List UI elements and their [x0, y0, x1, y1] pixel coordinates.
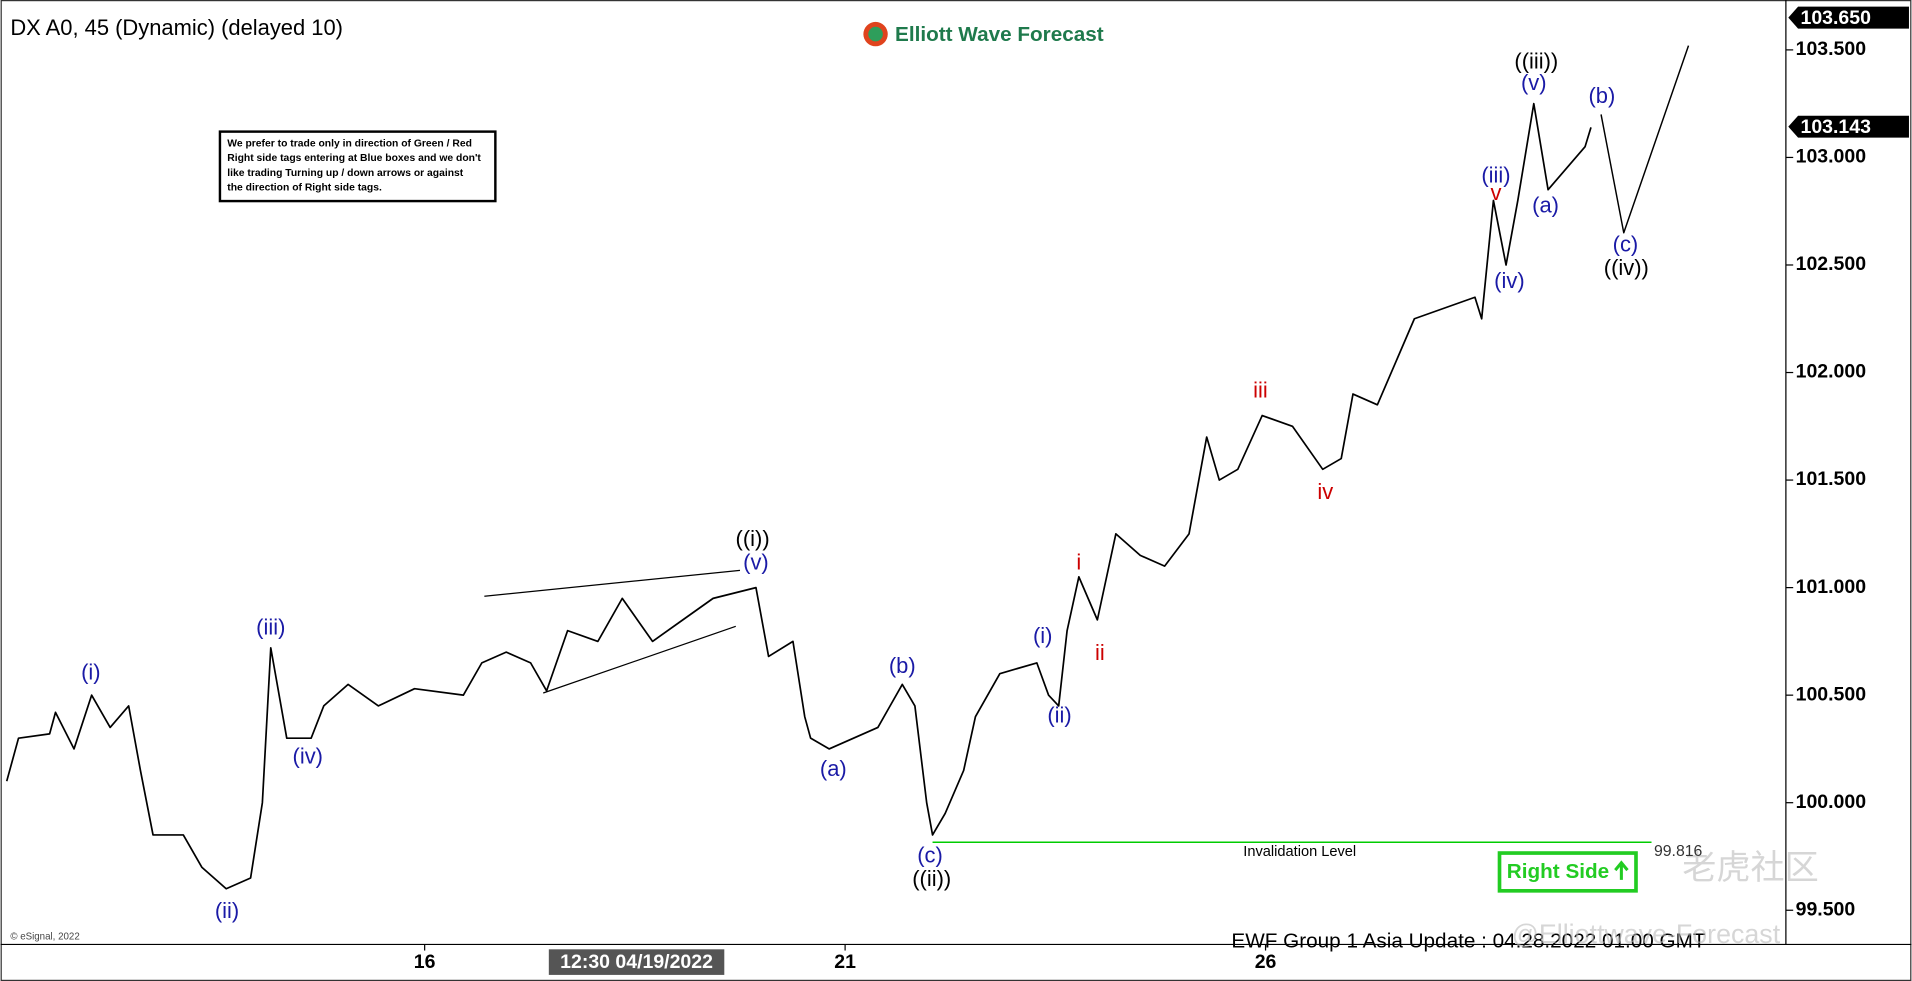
copyright: © eSignal, 2022 — [10, 932, 79, 943]
wave-label: (a) — [1532, 193, 1559, 218]
wave-label: (iv) — [1494, 268, 1524, 293]
y-tick-label: 100.000 — [1796, 791, 1867, 813]
wave-label: iii — [1253, 378, 1268, 403]
y-tick-label: 103.500 — [1796, 38, 1867, 60]
footer: EWF Group 1 Asia Update : 04.28.2022 01.… — [1231, 929, 1705, 952]
logo-icon-inner — [868, 26, 883, 42]
watermark: @Elliottwave-Forecast — [1512, 919, 1781, 949]
x-tick-label: 21 — [834, 951, 856, 973]
wave-label: (v) — [743, 550, 769, 575]
right-side-arrow — [1614, 860, 1629, 880]
invalidation-label: Invalidation Level — [1243, 844, 1356, 860]
wave-label: iv — [1317, 479, 1333, 504]
invalidation-value: 99.816 — [1654, 843, 1703, 860]
note-line: Right side tags entering at Blue boxes a… — [227, 153, 481, 164]
note-line: We prefer to trade only in direction of … — [227, 139, 472, 150]
wave-label: (iv) — [293, 743, 323, 768]
wave-label: ((iii)) — [1514, 49, 1558, 74]
price-line — [5, 102, 1592, 890]
x-tick-label: 26 — [1255, 951, 1277, 973]
watermark: 老虎社区 — [1682, 849, 1818, 887]
note-line: like trading Turning up / down arrows or… — [227, 168, 464, 179]
y-tick-label: 100.500 — [1796, 683, 1867, 705]
note-box: We prefer to trade only in direction of … — [218, 130, 497, 203]
wave-label: (i) — [1033, 623, 1052, 648]
crosshair-box — [548, 949, 725, 975]
wave-label: (b) — [1589, 83, 1616, 108]
logo: Elliott Wave Forecast — [863, 21, 1104, 47]
last-price-box — [1788, 115, 1909, 138]
logo-text: Elliott Wave Forecast — [895, 23, 1104, 46]
x-tick-label: 16 — [414, 951, 436, 973]
y-tick-label: 102.500 — [1796, 253, 1867, 275]
crosshair-label: 12:30 04/19/2022 — [560, 951, 713, 973]
note-line: the direction of Right side tags. — [227, 182, 382, 193]
trendline — [484, 569, 741, 597]
wave-label: i — [1076, 550, 1081, 575]
right-side-tag: Right Side — [1497, 851, 1638, 893]
trendline — [543, 625, 736, 694]
last-price-label: 103.143 — [1801, 116, 1872, 138]
wave-label: ii — [1095, 640, 1105, 665]
wave-label: (iii) — [256, 614, 285, 639]
wave-label: (ii) — [1047, 702, 1071, 727]
y-tick-label: 101.000 — [1796, 576, 1867, 598]
wave-label: (b) — [889, 653, 916, 678]
wave-label: ((iv)) — [1604, 255, 1649, 280]
wave-label: v — [1490, 180, 1501, 205]
wave-label: (v) — [1521, 70, 1547, 95]
y-tick-label: 103.000 — [1796, 146, 1867, 168]
y-tick-label: 99.500 — [1796, 898, 1856, 920]
projection-line — [1600, 45, 1690, 234]
wave-label: ((ii)) — [912, 866, 951, 891]
wave-label: (c) — [1613, 231, 1639, 256]
wave-label: (i) — [81, 659, 100, 684]
right-side-text: Right Side — [1507, 860, 1609, 883]
wave-label: (ii) — [215, 898, 239, 923]
axis-max-label: 103.650 — [1801, 7, 1872, 29]
axis-max-box — [1788, 6, 1909, 29]
wave-label: ((i)) — [736, 526, 770, 551]
right-side-frame — [1497, 851, 1638, 893]
wave-label: (iii) — [1481, 163, 1510, 188]
y-tick-label: 101.500 — [1796, 468, 1867, 490]
chart-title: DX A0, 45 (Dynamic) (delayed 10) — [10, 15, 343, 40]
note-frame — [218, 130, 497, 203]
wave-label: (a) — [820, 756, 847, 781]
y-tick-label: 102.000 — [1796, 361, 1867, 383]
wave-label: (c) — [917, 842, 943, 867]
